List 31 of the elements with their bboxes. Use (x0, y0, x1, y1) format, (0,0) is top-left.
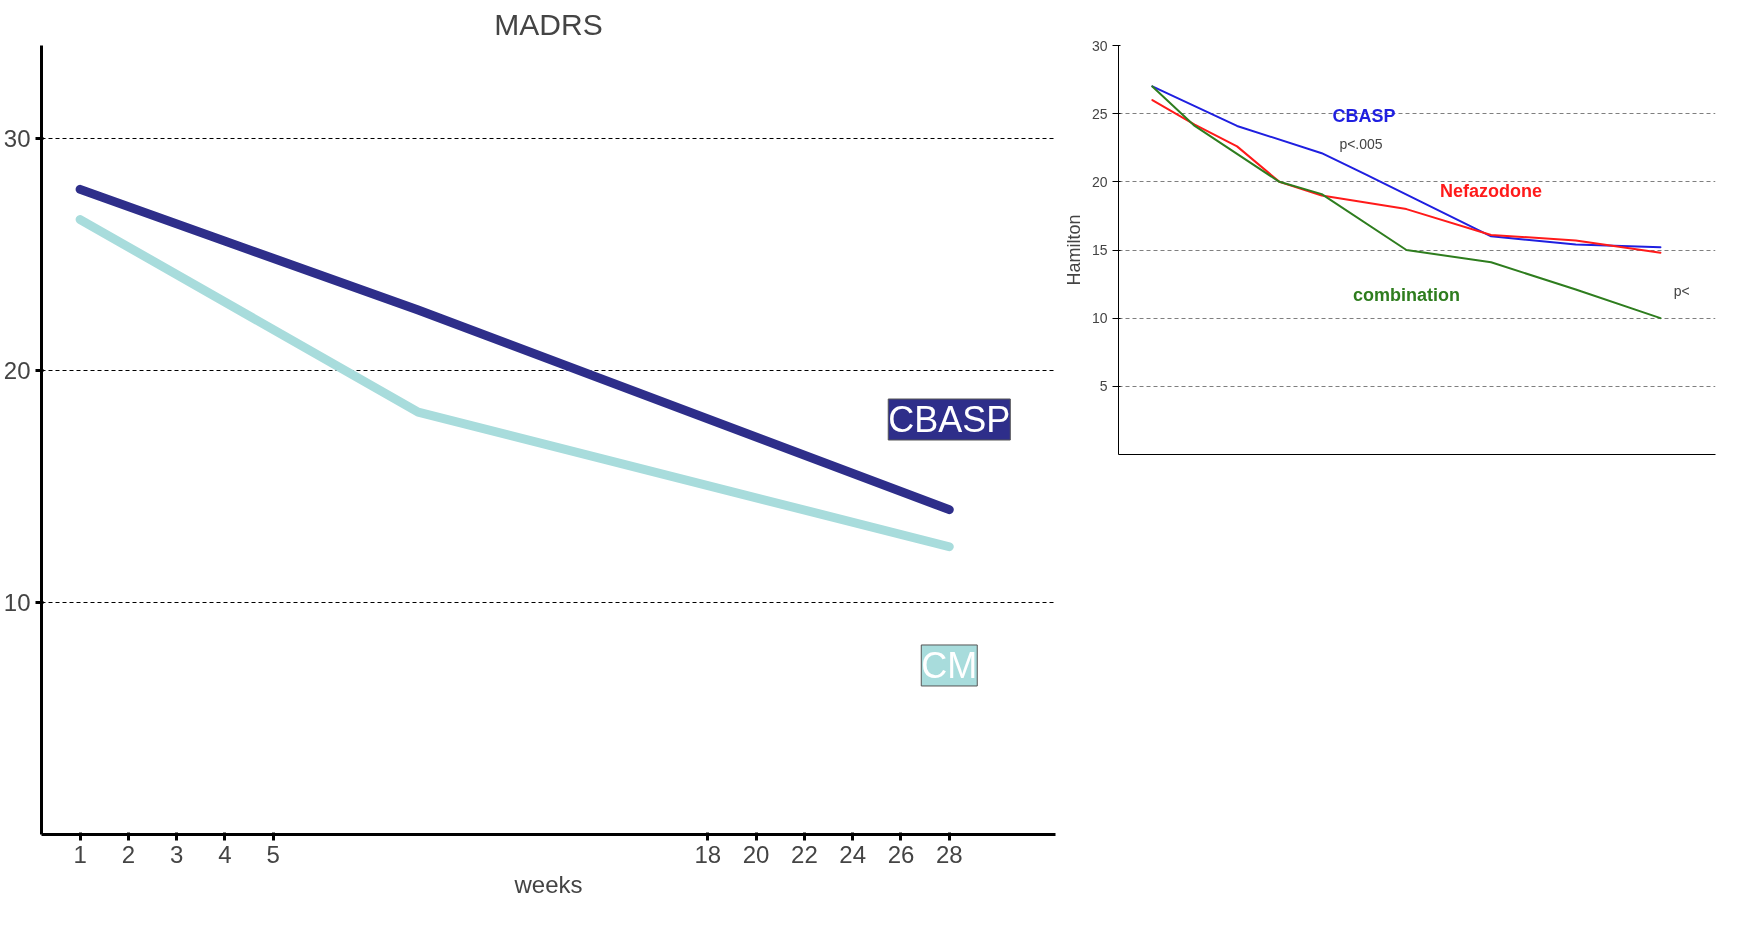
x-tick-label: 20 (742, 840, 770, 868)
series-label: CBASP (1332, 105, 1396, 126)
y-tick-label: 30 (1091, 37, 1108, 54)
y-tick-label: 10 (1091, 310, 1108, 327)
annotation: p<.005 (1339, 135, 1383, 152)
y-tick-label: 5 (1099, 378, 1108, 395)
series-label: Nefazodone (1440, 180, 1543, 201)
y-tick-label: 20 (1091, 173, 1108, 190)
y-tick-label: 10 (3, 588, 31, 616)
x-tick-label: 3 (170, 840, 184, 868)
text: CM (921, 644, 978, 686)
annotation: p< (1673, 283, 1690, 300)
x-tick-label: 24 (839, 840, 867, 868)
x-tick-label: 5 (266, 840, 280, 868)
series-label: combination (1352, 284, 1460, 305)
series-label: CBASP (888, 399, 1011, 440)
x-tick-label: 1 (73, 840, 87, 868)
y-tick-label: 25 (1091, 105, 1108, 122)
x-tick-label: 26 (887, 840, 915, 868)
x-axis-title: weeks (513, 870, 583, 898)
y-tick-label: 30 (3, 124, 31, 152)
chart-title: MADRS (494, 7, 603, 41)
y-tick-label: 20 (3, 356, 31, 384)
x-tick-label: 28 (935, 840, 963, 868)
x-tick-label: 4 (218, 840, 232, 868)
x-tick-label: 18 (694, 840, 722, 868)
x-tick-label: 22 (791, 840, 818, 868)
y-tick-label: 15 (1091, 242, 1108, 258)
y-axis-title: Hamilton (1063, 214, 1084, 286)
x-tick-label: 2 (121, 840, 136, 868)
line-series (1151, 85, 1662, 320)
